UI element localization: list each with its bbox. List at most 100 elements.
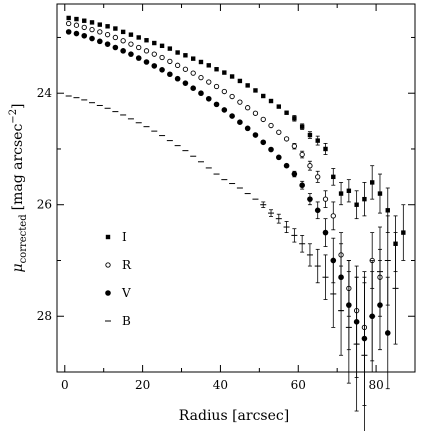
y-axis-unit-exponent: −2: [8, 109, 19, 124]
data-point: [151, 63, 158, 69]
data-point: [213, 101, 220, 108]
x-tick-label: 20: [135, 378, 150, 392]
data-point: [330, 213, 336, 219]
data-point: [190, 85, 196, 91]
data-point: [261, 93, 266, 99]
data-point: [401, 230, 406, 235]
data-point: [167, 58, 173, 65]
data-point: [105, 24, 110, 29]
data-point: [128, 51, 134, 57]
data-point: [65, 29, 72, 35]
data-point: [120, 38, 126, 44]
data-point: [283, 136, 290, 142]
data-point: [66, 15, 71, 21]
series-I: [66, 15, 406, 273]
data-point: [253, 88, 258, 93]
data-point: [260, 116, 266, 123]
data-point: [89, 20, 95, 25]
data-point: [268, 122, 274, 129]
data-point: [307, 196, 313, 202]
data-point: [229, 93, 235, 100]
data-point: [229, 74, 235, 79]
legend-label: V: [121, 286, 131, 300]
data-point: [299, 182, 305, 189]
data-point: [322, 229, 329, 236]
data-point: [113, 26, 118, 31]
data-point: [112, 34, 119, 41]
data-point: [291, 143, 298, 149]
data-point: [159, 43, 165, 49]
data-point: [206, 63, 211, 68]
data-point: [205, 95, 212, 102]
data-point: [198, 74, 204, 81]
data-point: [315, 174, 321, 180]
legend-marker: [105, 262, 111, 268]
data-point: [190, 70, 196, 76]
data-point: [244, 125, 251, 132]
data-point: [237, 119, 243, 126]
data-point: [175, 50, 180, 55]
data-point: [322, 196, 329, 202]
x-tick-label: 0: [61, 378, 69, 392]
data-point: [104, 32, 111, 38]
data-point: [198, 59, 204, 65]
data-point: [222, 70, 227, 75]
data-point: [299, 151, 305, 158]
legend-label: B: [122, 314, 131, 328]
data-point: [299, 124, 305, 129]
data-point: [283, 162, 290, 169]
data-point: [66, 20, 72, 27]
data-point: [104, 41, 111, 47]
x-tick-label: 40: [213, 378, 228, 392]
data-point: [97, 22, 103, 27]
legend-label: R: [122, 258, 132, 272]
data-point: [120, 29, 126, 35]
data-point: [112, 44, 119, 51]
data-point: [268, 146, 274, 153]
data-point: [237, 78, 243, 84]
data-point: [81, 32, 88, 39]
x-tick-label: 60: [291, 378, 306, 392]
data-point: [136, 35, 141, 40]
data-point: [314, 207, 321, 214]
data-point: [182, 66, 189, 72]
data-point: [143, 48, 150, 54]
x-axis-label: Radius [arcsec]: [179, 408, 289, 424]
plot-frame: [56, 3, 416, 373]
data-point: [89, 26, 95, 33]
data-point: [245, 83, 250, 88]
data-point: [144, 38, 149, 43]
data-point: [307, 132, 313, 138]
data-point: [128, 41, 134, 47]
data-point: [73, 30, 80, 37]
data-point: [331, 174, 336, 180]
data-point: [167, 46, 173, 51]
data-point: [152, 40, 157, 46]
data-point: [73, 22, 80, 28]
data-point: [174, 75, 181, 82]
data-point: [151, 51, 157, 57]
data-point: [338, 191, 344, 196]
data-point: [252, 110, 259, 116]
data-point: [82, 18, 87, 23]
x-axis-ticks: 0 20 40 60 80: [61, 4, 384, 392]
data-point: [128, 32, 134, 37]
data-point: [291, 171, 298, 177]
data-point: [206, 79, 212, 85]
legend-marker: [105, 234, 111, 240]
data-point: [362, 196, 367, 202]
data-point: [81, 24, 87, 31]
data-point: [213, 83, 220, 90]
legend-label: I: [122, 230, 127, 244]
data-point: [159, 66, 165, 73]
y-tick-label: 28: [37, 309, 52, 323]
y-tick-label: 24: [37, 86, 53, 100]
data-point: [284, 110, 289, 115]
data-point: [292, 116, 297, 121]
data-point: [384, 330, 391, 336]
y-axis-unit: [mag arcsec: [10, 124, 26, 211]
data-point: [143, 59, 150, 65]
data-point: [174, 62, 181, 68]
